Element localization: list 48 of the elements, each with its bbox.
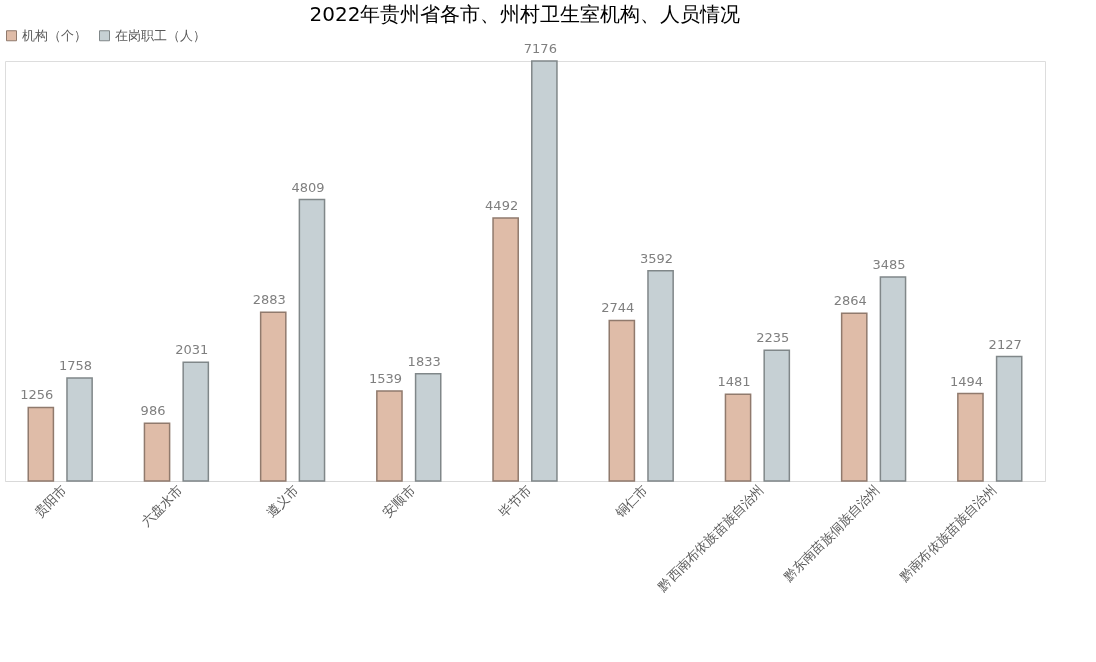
data-label: 1833 <box>407 353 441 369</box>
bar <box>27 406 55 482</box>
data-label: 3485 <box>872 257 906 273</box>
data-label: 4492 <box>485 198 519 214</box>
bar <box>66 377 93 482</box>
data-label: 2235 <box>756 330 790 346</box>
data-label: 3592 <box>640 250 674 266</box>
data-label: 2864 <box>833 293 867 309</box>
bar <box>763 349 791 482</box>
x-tick-label: 黔东南苗族侗族自治州 <box>779 482 883 586</box>
legend-label: 机构（个） <box>22 27 87 43</box>
x-tick-label: 毕节市 <box>496 482 535 521</box>
x-tick-label: 黔西南布依族苗族自治州 <box>654 482 767 595</box>
bar <box>376 390 403 482</box>
data-label: 1481 <box>717 374 751 390</box>
x-tick-label: 安顺市 <box>379 482 418 521</box>
x-tick-label: 贵阳市 <box>31 482 70 521</box>
data-label: 986 <box>140 403 166 419</box>
bar <box>879 276 907 482</box>
bar <box>724 393 752 482</box>
data-label: 1758 <box>59 358 93 374</box>
bar <box>298 198 326 482</box>
data-label: 1494 <box>949 373 983 389</box>
bar <box>182 361 210 482</box>
data-label: 2031 <box>175 342 209 358</box>
x-tick-label: 遵义市 <box>263 482 302 521</box>
x-tick-label: 黔南布依族苗族自治州 <box>895 482 999 586</box>
x-tick-label: 六盘水市 <box>138 482 186 530</box>
bar <box>414 372 442 482</box>
bar <box>492 217 519 482</box>
bar <box>957 392 984 482</box>
data-label: 4809 <box>291 179 325 195</box>
data-label: 2744 <box>601 300 635 316</box>
bar <box>143 422 171 482</box>
bar <box>995 355 1023 482</box>
bar <box>531 60 558 482</box>
data-label: 2883 <box>252 292 286 308</box>
data-label: 1256 <box>20 387 54 403</box>
bar <box>840 312 868 482</box>
legend-label: 在岗职工（人） <box>115 27 206 43</box>
bar <box>259 311 287 482</box>
x-tick-label: 铜仁市 <box>611 482 651 521</box>
data-label: 7176 <box>523 41 557 56</box>
bar <box>647 270 674 482</box>
data-label: 1539 <box>368 370 402 386</box>
data-label: 2127 <box>988 336 1022 352</box>
chart-title: 2022年贵州省各市、州村卫生室机构、人员情况 <box>309 2 741 26</box>
bar <box>608 319 636 482</box>
